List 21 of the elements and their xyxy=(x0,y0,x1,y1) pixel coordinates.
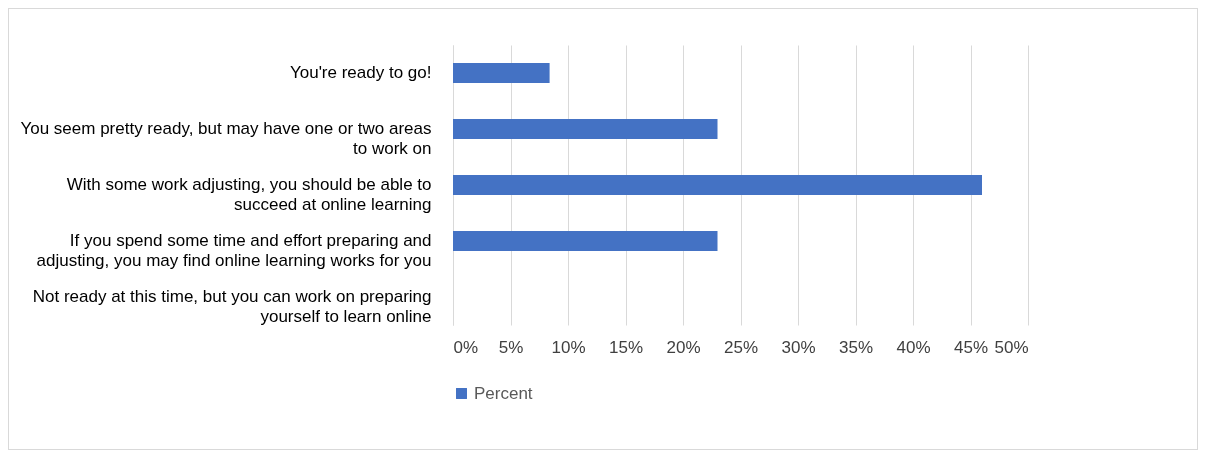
legend-label: Percent xyxy=(474,383,533,403)
y-tick-label: With some work adjusting, you should be able to succeed at online learning xyxy=(66,175,432,214)
x-tick-label: 15% xyxy=(608,337,644,357)
x-tick-label: 50% xyxy=(994,337,1029,357)
y-tick-label: Not ready at this time, but you can work on preparing yourself to learn online xyxy=(32,287,432,326)
x-tick-label: 35% xyxy=(838,337,874,357)
x-tick-label: 20% xyxy=(666,337,701,357)
bar xyxy=(453,118,718,140)
x-tick-label: 30% xyxy=(781,337,816,357)
bar xyxy=(453,174,982,196)
y-tick-label: You seem pretty ready, but may have one or two areas to work on xyxy=(20,119,432,158)
bar xyxy=(453,230,718,252)
y-tick-label: If you spend some time and effort preparing and adjusting, you may find online learning works for you xyxy=(36,231,432,270)
bar xyxy=(453,62,550,84)
x-tick-label: 5% xyxy=(498,337,524,357)
x-tick-label: 45% xyxy=(953,337,989,357)
x-tick-label: 40% xyxy=(896,337,931,357)
x-tick-label: 25% xyxy=(723,337,759,357)
x-tick-label: 0% xyxy=(453,337,479,357)
y-tick-label: You're ready to go! xyxy=(289,63,432,82)
x-tick-label: 10% xyxy=(551,337,586,357)
